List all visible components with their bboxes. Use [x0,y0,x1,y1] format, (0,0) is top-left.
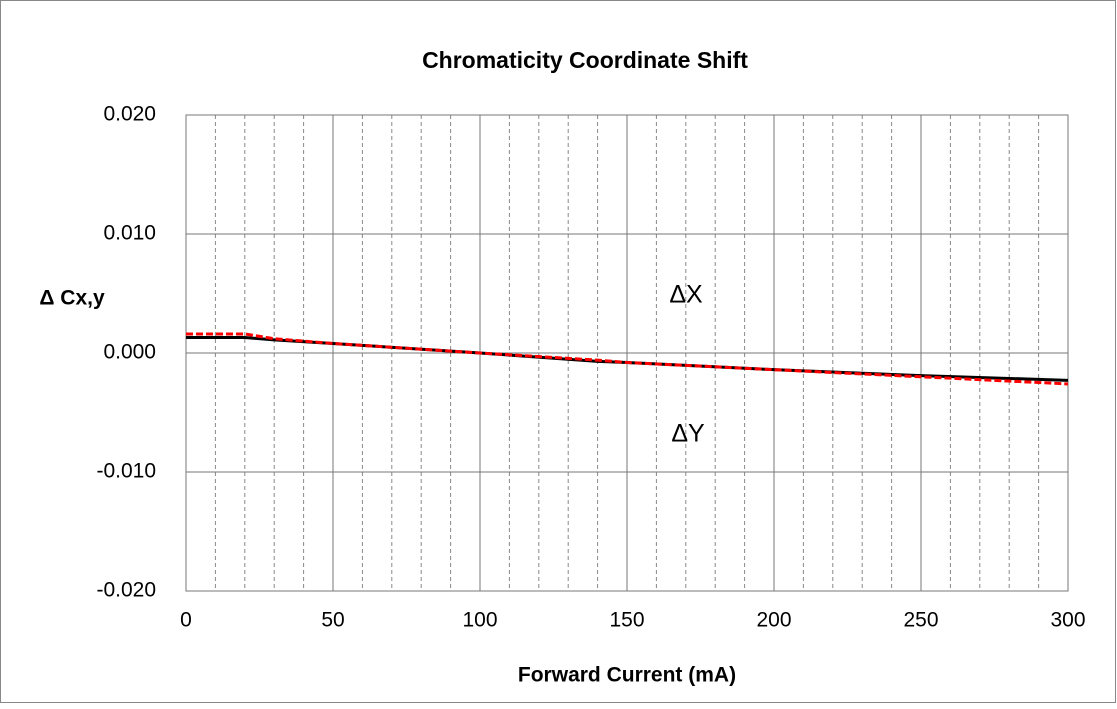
x-axis-label: Forward Current (mA) [518,664,736,687]
x-tick-label: 300 [1050,609,1085,632]
series-label: ΔY [671,420,705,448]
x-tick-label: 200 [756,609,791,632]
x-tick-label: 250 [903,609,938,632]
series-label: ΔX [669,281,703,309]
x-tick-label: 50 [321,609,344,632]
plot-border [185,114,1069,592]
x-tick-label: 150 [609,609,644,632]
y-tick-label: 0.000 [103,341,156,364]
series-line [186,332,1069,386]
y-tick-label: 0.010 [103,222,156,245]
y-tick-label: 0.020 [103,103,156,126]
y-tick-label: -0.010 [96,460,156,483]
y-tick-label: -0.020 [96,579,156,602]
x-tick-label: 100 [462,609,497,632]
chart-title: Chromaticity Coordinate Shift [422,47,748,73]
x-tick-label: 0 [180,609,192,632]
y-axis-label: Δ Cx,y [39,287,105,310]
